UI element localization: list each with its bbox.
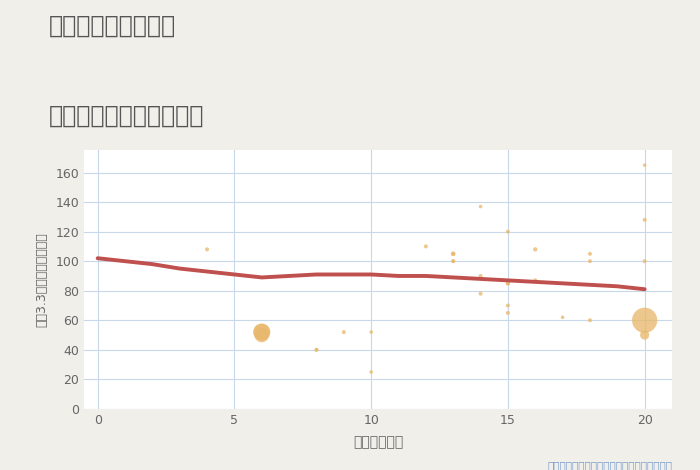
- Point: [639, 316, 650, 324]
- Point: [447, 250, 458, 258]
- Point: [557, 313, 568, 321]
- Point: [447, 258, 458, 265]
- Point: [584, 316, 596, 324]
- Point: [639, 161, 650, 169]
- Text: 千葉県柏市鷲野谷の: 千葉県柏市鷲野谷の: [49, 14, 176, 38]
- Point: [530, 277, 541, 284]
- X-axis label: 駅距離（分）: 駅距離（分）: [353, 435, 403, 449]
- Point: [503, 280, 514, 287]
- Point: [584, 250, 596, 258]
- Point: [338, 329, 349, 336]
- Point: [256, 329, 267, 336]
- Text: 円の大きさは、取引のあった物件面積を示す: 円の大きさは、取引のあった物件面積を示す: [547, 461, 672, 470]
- Point: [365, 329, 377, 336]
- Point: [503, 309, 514, 317]
- Point: [365, 368, 377, 376]
- Point: [447, 258, 458, 265]
- Point: [311, 346, 322, 353]
- Point: [639, 331, 650, 339]
- Point: [202, 246, 213, 253]
- Point: [256, 329, 267, 336]
- Point: [256, 331, 267, 339]
- Point: [475, 272, 486, 280]
- Point: [584, 258, 596, 265]
- Point: [420, 243, 431, 250]
- Point: [639, 258, 650, 265]
- Point: [503, 280, 514, 287]
- Text: 駅距離別中古戸建て価格: 駅距離別中古戸建て価格: [49, 103, 204, 127]
- Point: [639, 216, 650, 224]
- Point: [311, 346, 322, 353]
- Point: [447, 250, 458, 258]
- Point: [503, 302, 514, 309]
- Point: [503, 228, 514, 235]
- Point: [530, 246, 541, 253]
- Point: [475, 290, 486, 298]
- Y-axis label: 坪（3.3㎡）単価（万円）: 坪（3.3㎡）単価（万円）: [35, 232, 48, 327]
- Point: [475, 203, 486, 210]
